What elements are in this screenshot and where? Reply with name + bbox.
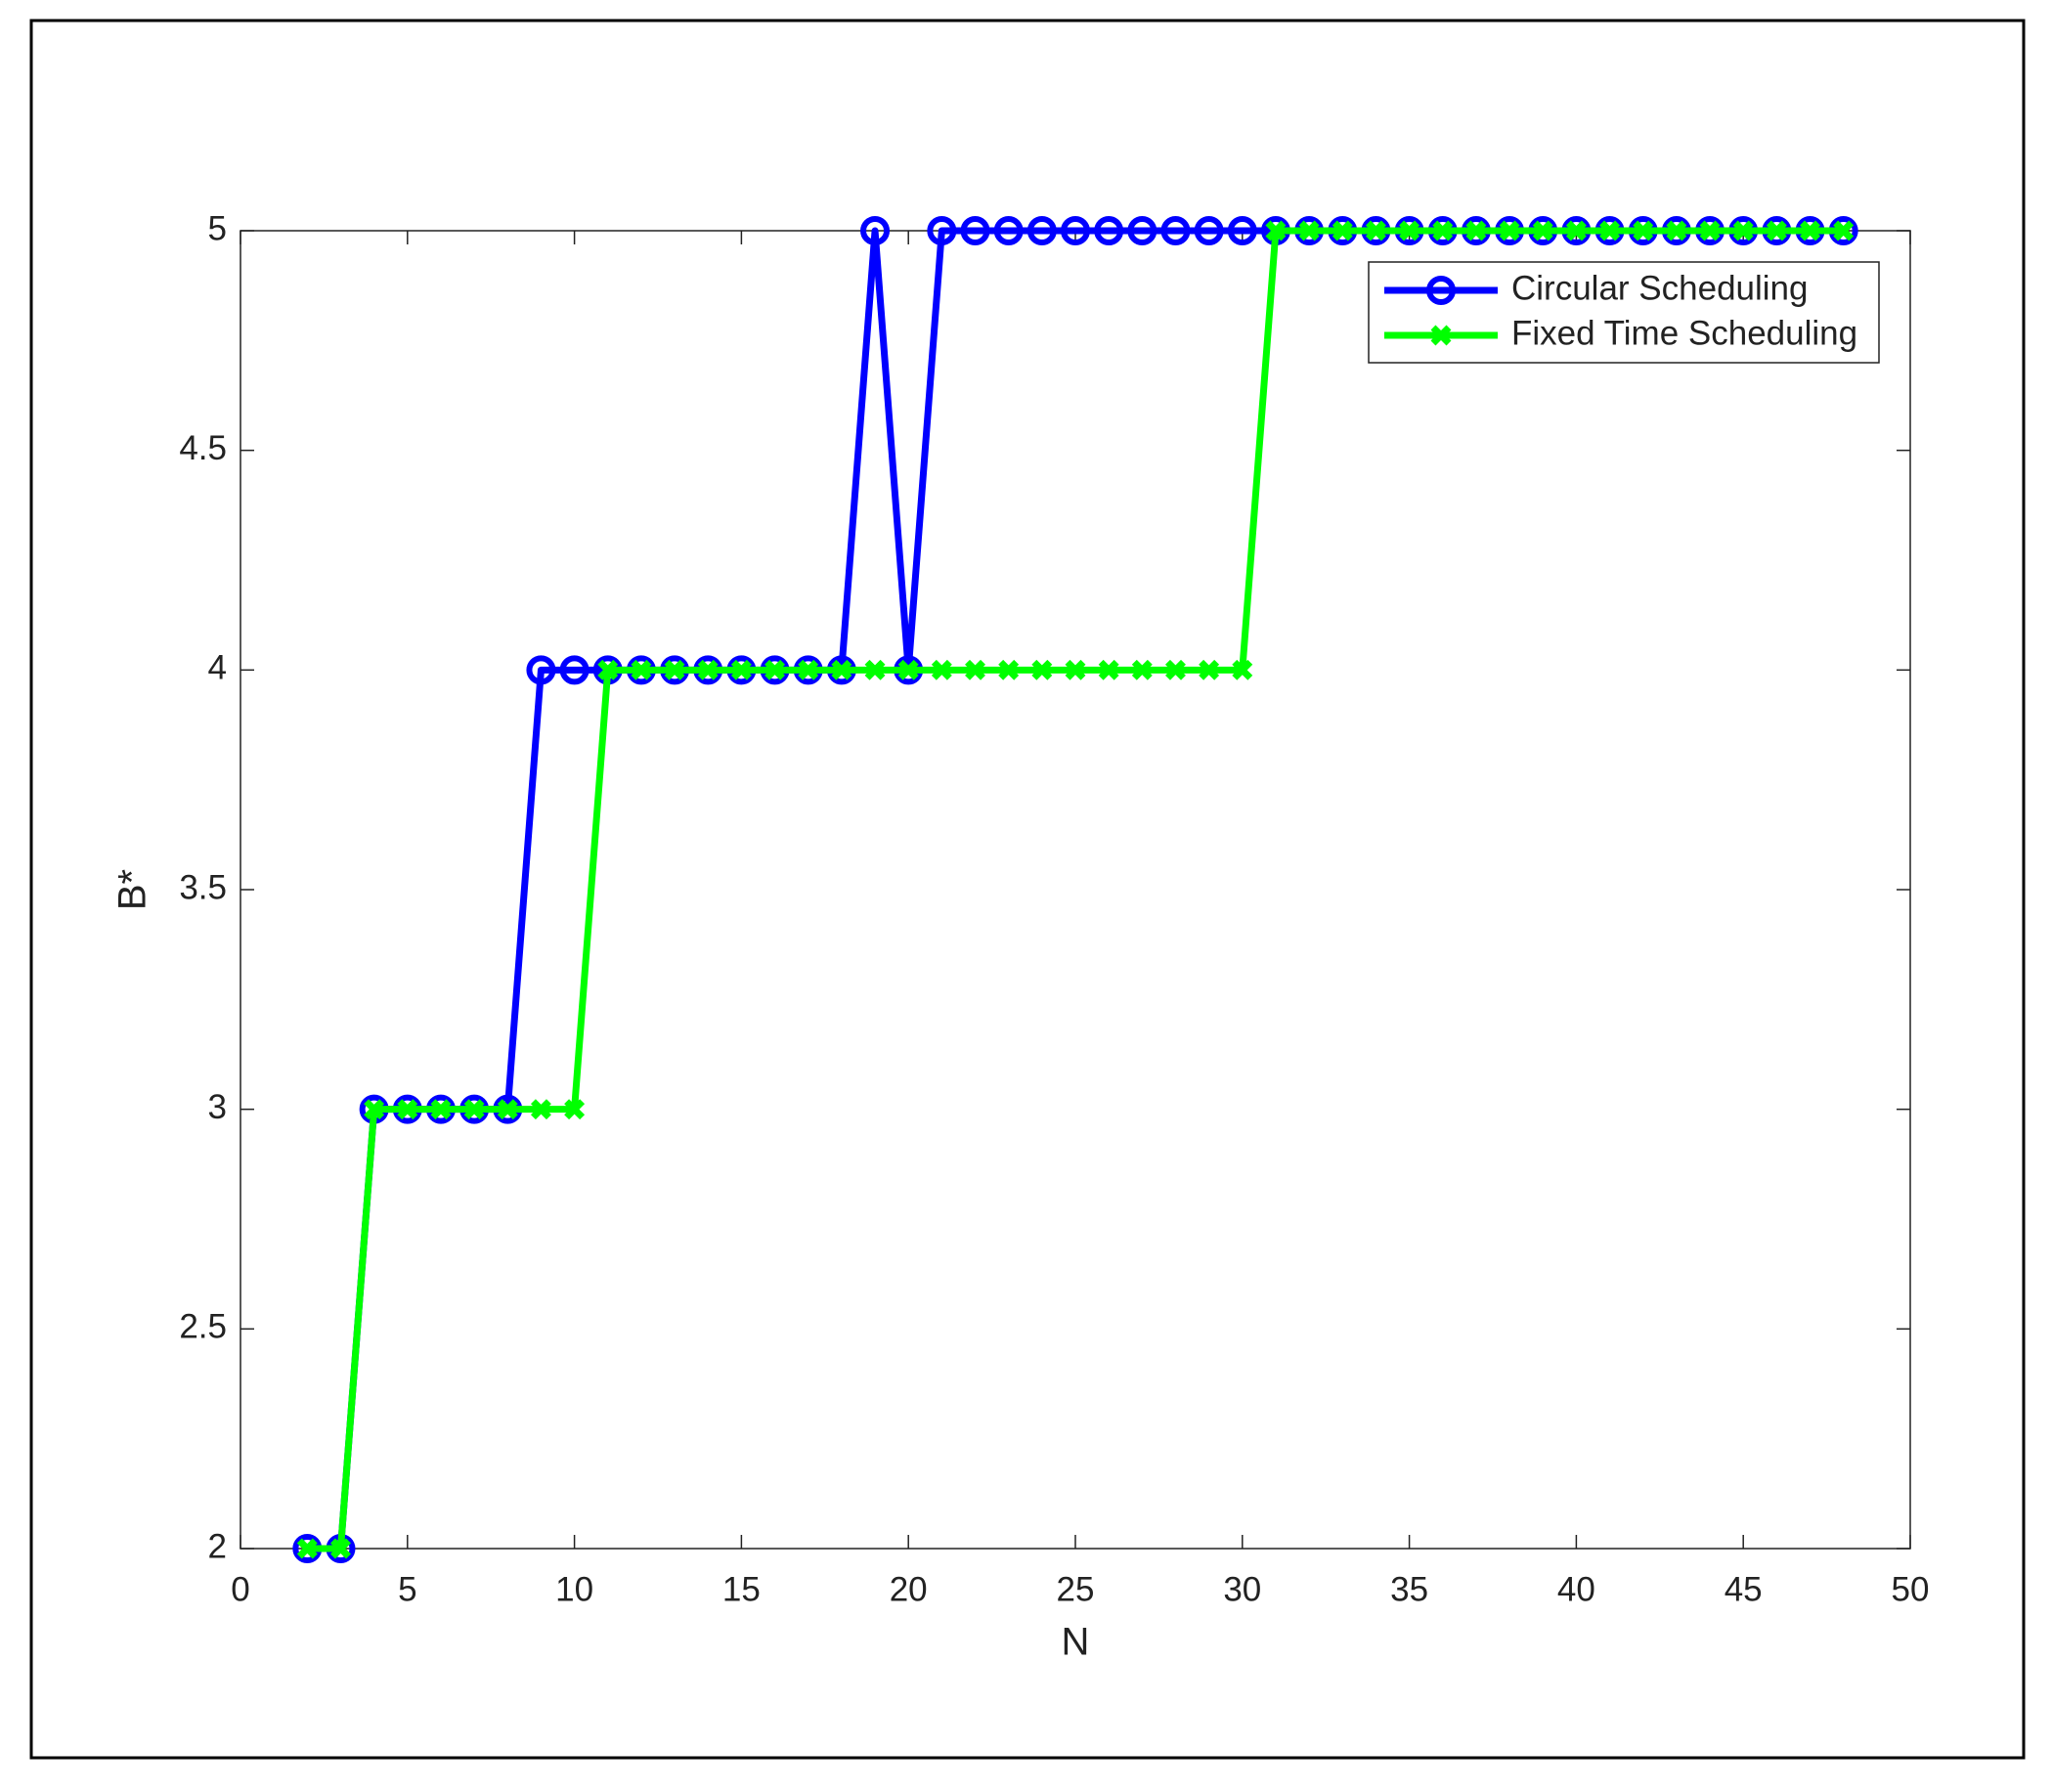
data-point xyxy=(1065,659,1086,680)
data-point xyxy=(960,216,990,245)
x-tick-label: 30 xyxy=(1223,1570,1261,1608)
data-point xyxy=(798,659,819,680)
data-point xyxy=(998,659,1020,680)
data-point xyxy=(330,1538,351,1559)
x-tick-label: 5 xyxy=(398,1570,416,1608)
data-point xyxy=(1232,659,1253,680)
data-point xyxy=(1365,220,1386,241)
x-axis-label: N xyxy=(1062,1621,1090,1664)
y-tick-label: 2 xyxy=(208,1527,227,1565)
data-point xyxy=(1499,220,1520,241)
data-point xyxy=(764,659,786,680)
data-point xyxy=(1833,220,1855,241)
data-point xyxy=(430,1099,452,1120)
data-point xyxy=(296,1538,318,1559)
x-tick-label: 15 xyxy=(722,1570,761,1608)
legend-label: Fixed Time Scheduling xyxy=(1511,314,1857,352)
data-point xyxy=(364,1099,385,1120)
y-tick-label: 2.5 xyxy=(179,1308,227,1346)
data-point xyxy=(931,659,952,680)
legend-label: Circular Scheduling xyxy=(1511,269,1808,307)
data-point xyxy=(597,659,619,680)
legend-marker xyxy=(1426,276,1456,305)
data-point xyxy=(1194,216,1224,245)
data-point xyxy=(1465,220,1487,241)
x-tick-label: 25 xyxy=(1057,1570,1095,1608)
data-point xyxy=(530,1099,551,1120)
data-point xyxy=(860,216,891,245)
data-point xyxy=(1332,220,1353,241)
data-point xyxy=(1766,220,1787,241)
data-point xyxy=(1265,220,1287,241)
y-tick-label: 3 xyxy=(208,1088,227,1126)
x-tick-label: 20 xyxy=(890,1570,928,1608)
data-point xyxy=(831,659,852,680)
data-point xyxy=(1094,216,1124,245)
data-point xyxy=(927,216,957,245)
y-tick-label: 4 xyxy=(208,649,227,687)
data-point xyxy=(1298,220,1320,241)
data-point xyxy=(559,655,589,685)
data-point xyxy=(564,1099,586,1120)
data-point xyxy=(463,1099,485,1120)
y-tick-label: 3.5 xyxy=(179,868,227,906)
data-point xyxy=(993,216,1024,245)
x-tick-label: 0 xyxy=(231,1570,249,1608)
data-point xyxy=(1165,659,1186,680)
x-tick-label: 40 xyxy=(1557,1570,1595,1608)
data-point xyxy=(897,659,919,680)
data-point xyxy=(526,655,556,685)
y-tick-label: 4.5 xyxy=(179,429,227,467)
legend-box xyxy=(1368,261,1880,364)
x-tick-label: 10 xyxy=(555,1570,593,1608)
data-point xyxy=(1732,220,1754,241)
data-point xyxy=(965,659,985,680)
y-tick-label: 5 xyxy=(208,209,227,247)
data-point xyxy=(1160,216,1191,245)
data-point xyxy=(1432,220,1454,241)
data-point xyxy=(1061,216,1090,245)
data-point xyxy=(631,659,652,680)
data-point xyxy=(1399,220,1420,241)
data-point xyxy=(1666,220,1687,241)
legend-marker xyxy=(1430,325,1452,346)
data-point xyxy=(397,1099,418,1120)
data-point xyxy=(1098,659,1119,680)
data-point xyxy=(697,659,719,680)
data-point xyxy=(1127,216,1157,245)
data-point xyxy=(1199,659,1220,680)
y-axis-label: B* xyxy=(111,869,154,910)
data-point xyxy=(1800,220,1820,241)
data-point xyxy=(497,1099,518,1120)
data-point xyxy=(1026,216,1057,245)
data-point xyxy=(664,659,685,680)
data-point xyxy=(1699,220,1721,241)
plot-area xyxy=(240,230,1911,1550)
data-point xyxy=(864,659,886,680)
data-point xyxy=(1131,659,1153,680)
data-point xyxy=(1532,220,1553,241)
x-tick-label: 35 xyxy=(1390,1570,1428,1608)
x-tick-label: 50 xyxy=(1892,1570,1930,1608)
data-point xyxy=(1031,659,1053,680)
data-point xyxy=(1633,220,1654,241)
data-point xyxy=(1227,216,1257,245)
data-point xyxy=(1565,220,1587,241)
data-point xyxy=(730,659,752,680)
data-point xyxy=(1599,220,1621,241)
x-tick-label: 45 xyxy=(1725,1570,1763,1608)
